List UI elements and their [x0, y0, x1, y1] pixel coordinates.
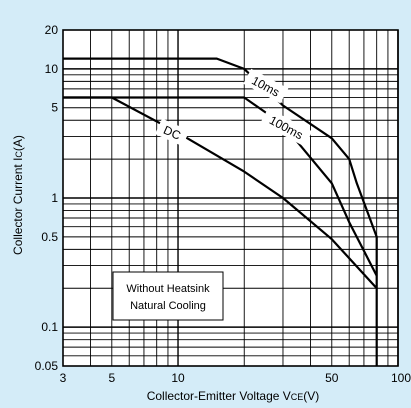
- curve-dc: [63, 96, 378, 290]
- y-tick-label: 10: [45, 62, 59, 76]
- curve-10ms: [63, 57, 378, 366]
- y-tick-label: 0.5: [41, 230, 58, 244]
- x-tick-label: 50: [325, 371, 339, 385]
- x-tick-label: 10: [171, 371, 185, 385]
- curve-label-dc: DC: [155, 118, 190, 147]
- x-axis-title: Collector-Emitter Voltage VCE(V): [147, 389, 320, 403]
- x-tick-label: 100: [391, 371, 411, 385]
- cooling-note-box: [112, 271, 224, 321]
- cooling-note-line-2: Natural Cooling: [130, 300, 206, 312]
- plot-frame: [62, 29, 399, 367]
- y-tick-label: 1: [51, 191, 58, 205]
- curve-100ms: [63, 96, 378, 277]
- y-tick-labels: 20 10 5 1 0.5 0.1 0.05: [35, 23, 59, 373]
- y-axis-title: Collector Current IC(A): [11, 135, 25, 255]
- curve-label-dc-text: DC: [161, 123, 183, 143]
- x-tick-label: 3: [60, 371, 67, 385]
- cooling-note: Without Heatsink Natural Cooling: [112, 271, 224, 321]
- y-tick-label: 5: [51, 101, 58, 115]
- x-tick-labels: 3 5 10 50 100: [60, 371, 411, 385]
- y-tick-label: 20: [45, 23, 59, 37]
- x-tick-label: 5: [108, 371, 115, 385]
- curves: [63, 57, 378, 366]
- y-tick-label: 0.05: [35, 359, 59, 373]
- cooling-note-line-1: Without Heatsink: [126, 283, 210, 295]
- y-tick-label: 0.1: [41, 320, 58, 334]
